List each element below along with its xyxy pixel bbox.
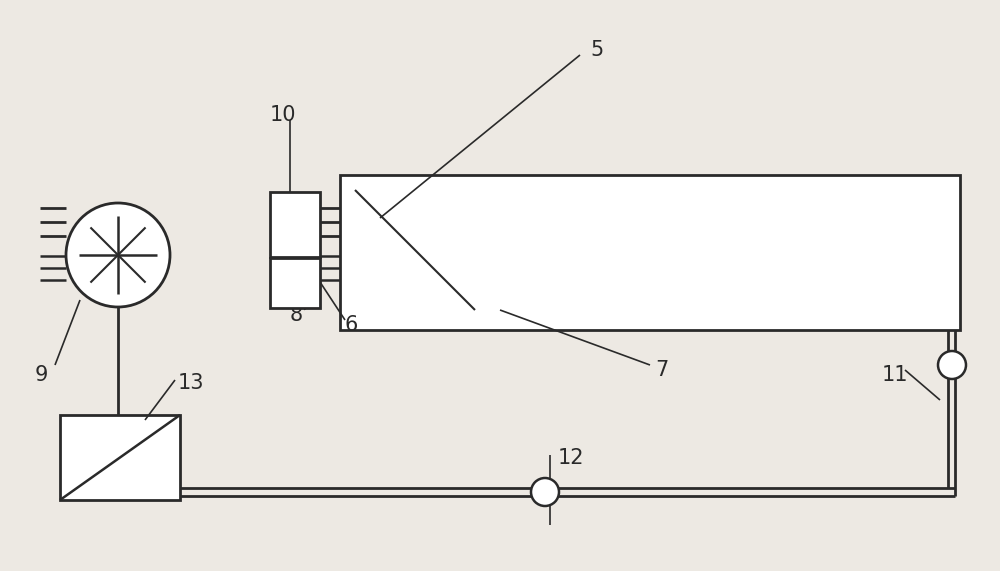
Text: 11: 11: [882, 365, 908, 385]
Text: 8: 8: [290, 305, 303, 325]
Bar: [340, 175, 960, 330]
Text: 9: 9: [35, 365, 48, 385]
Bar: [270, 192, 320, 257]
Bar: [60, 415, 180, 500]
Circle shape: [531, 478, 559, 506]
Text: 7: 7: [655, 360, 668, 380]
Text: 12: 12: [558, 448, 584, 468]
Circle shape: [938, 351, 966, 379]
Text: 5: 5: [590, 40, 603, 60]
Bar: [270, 258, 320, 308]
Text: 10: 10: [270, 105, 296, 125]
Circle shape: [66, 203, 170, 307]
Text: 6: 6: [345, 315, 358, 335]
Text: 13: 13: [178, 373, 205, 393]
